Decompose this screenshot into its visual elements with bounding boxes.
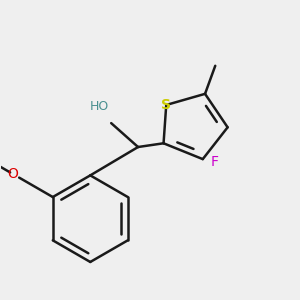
Text: HO: HO (90, 100, 109, 113)
Text: S: S (161, 98, 171, 112)
Text: O: O (7, 167, 18, 181)
Text: F: F (210, 155, 218, 169)
